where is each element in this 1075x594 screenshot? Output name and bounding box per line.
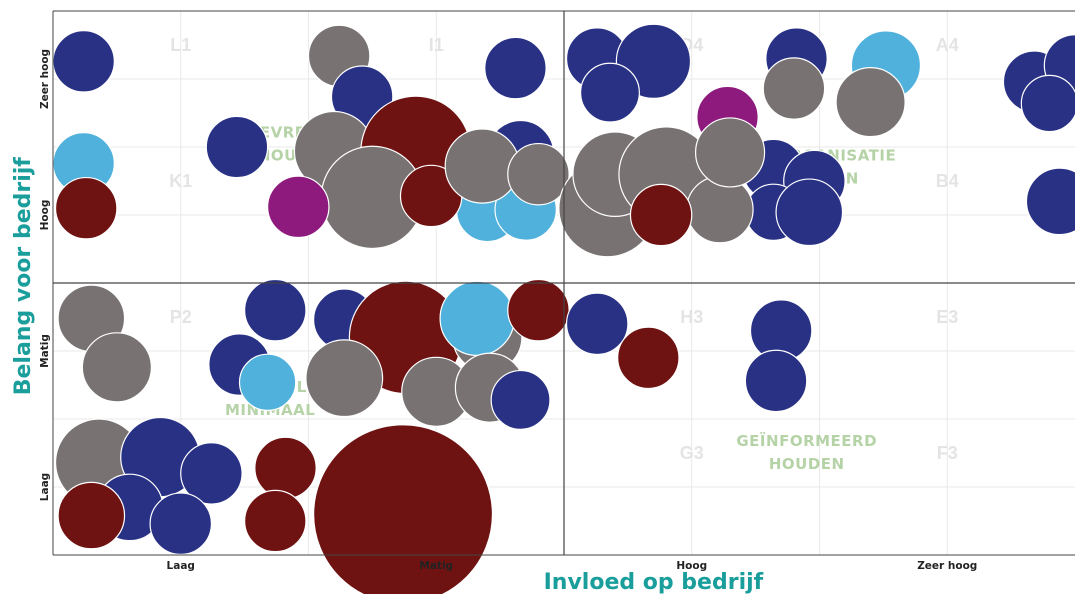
bubble-11 bbox=[1020, 74, 1075, 133]
bubble-14 bbox=[835, 67, 906, 138]
bubble-31 bbox=[775, 178, 844, 247]
cell-label-f3: F3 bbox=[937, 443, 958, 463]
bubble-61 bbox=[149, 492, 213, 555]
y-tick-label-2: Hoog bbox=[39, 200, 51, 231]
y-tick-label-3: Zeer hoog bbox=[39, 49, 51, 109]
cell-label-b4: B4 bbox=[936, 171, 959, 191]
x-axis-title: Invloed op bedrijf bbox=[544, 570, 764, 594]
bubble-17 bbox=[54, 176, 118, 240]
x-tick-labels: Laag Matig Hoog Zeer hoog bbox=[167, 560, 978, 572]
bubble-42 bbox=[238, 353, 297, 411]
bubble-27 bbox=[507, 142, 570, 206]
y-axis-title: Belang voor bedrijf bbox=[11, 157, 36, 396]
bubble-46 bbox=[305, 339, 384, 418]
cell-label-h3: H3 bbox=[680, 307, 703, 327]
bubble-43 bbox=[81, 332, 152, 403]
cell-label-l1: L1 bbox=[170, 35, 191, 55]
bubble-62 bbox=[57, 481, 126, 550]
bubble-3 bbox=[484, 36, 547, 100]
bubble-22 bbox=[267, 175, 330, 239]
quadrant-label-3-line-0: GEÏNFORMEERD bbox=[736, 431, 877, 450]
cell-label-p2: P2 bbox=[170, 307, 192, 327]
cell-label-e3: E3 bbox=[936, 307, 958, 327]
bubble-52 bbox=[490, 369, 551, 430]
plot-frame bbox=[52, 10, 1075, 556]
cell-label-a4: A4 bbox=[936, 35, 959, 55]
bubble-49 bbox=[507, 278, 570, 342]
quadrant-label-3-line-1: HOUDEN bbox=[769, 455, 845, 473]
bubble-36 bbox=[686, 175, 754, 244]
bubble-15 bbox=[205, 115, 269, 179]
y-tick-label-0: Laag bbox=[39, 473, 51, 501]
cell-label-k1: K1 bbox=[169, 171, 192, 191]
bubble-40 bbox=[244, 278, 307, 342]
x-tick-label-1: Matig bbox=[419, 560, 453, 572]
bubble-53 bbox=[565, 292, 629, 356]
cell-label-i1: I1 bbox=[429, 35, 444, 55]
bubble-12 bbox=[762, 57, 826, 120]
x-tick-label-0: Laag bbox=[167, 560, 195, 572]
bubble-37 bbox=[694, 117, 766, 188]
x-tick-label-3: Zeer hoog bbox=[917, 560, 977, 572]
bubble-6 bbox=[580, 62, 640, 123]
bubble-56 bbox=[744, 349, 808, 413]
bubble-0 bbox=[53, 30, 115, 93]
cell-label-g3: G3 bbox=[680, 443, 704, 463]
bubble-large-overflow bbox=[313, 424, 494, 594]
bubble-54 bbox=[617, 326, 680, 390]
bubble-26 bbox=[444, 128, 520, 204]
bubble-38 bbox=[629, 183, 693, 247]
bubble-63 bbox=[254, 436, 317, 500]
y-tick-labels: Laag Matig Hoog Zeer hoog bbox=[39, 49, 51, 501]
bubble-64 bbox=[244, 489, 307, 553]
quadrant-label-3: GEÏNFORMEERD HOUDEN bbox=[736, 431, 877, 473]
y-tick-label-1: Matig bbox=[39, 334, 51, 368]
x-tick-label-2: Hoog bbox=[676, 560, 707, 572]
bubble-59 bbox=[180, 442, 243, 505]
bubble-32 bbox=[1025, 167, 1075, 236]
bubble-48 bbox=[439, 280, 515, 357]
